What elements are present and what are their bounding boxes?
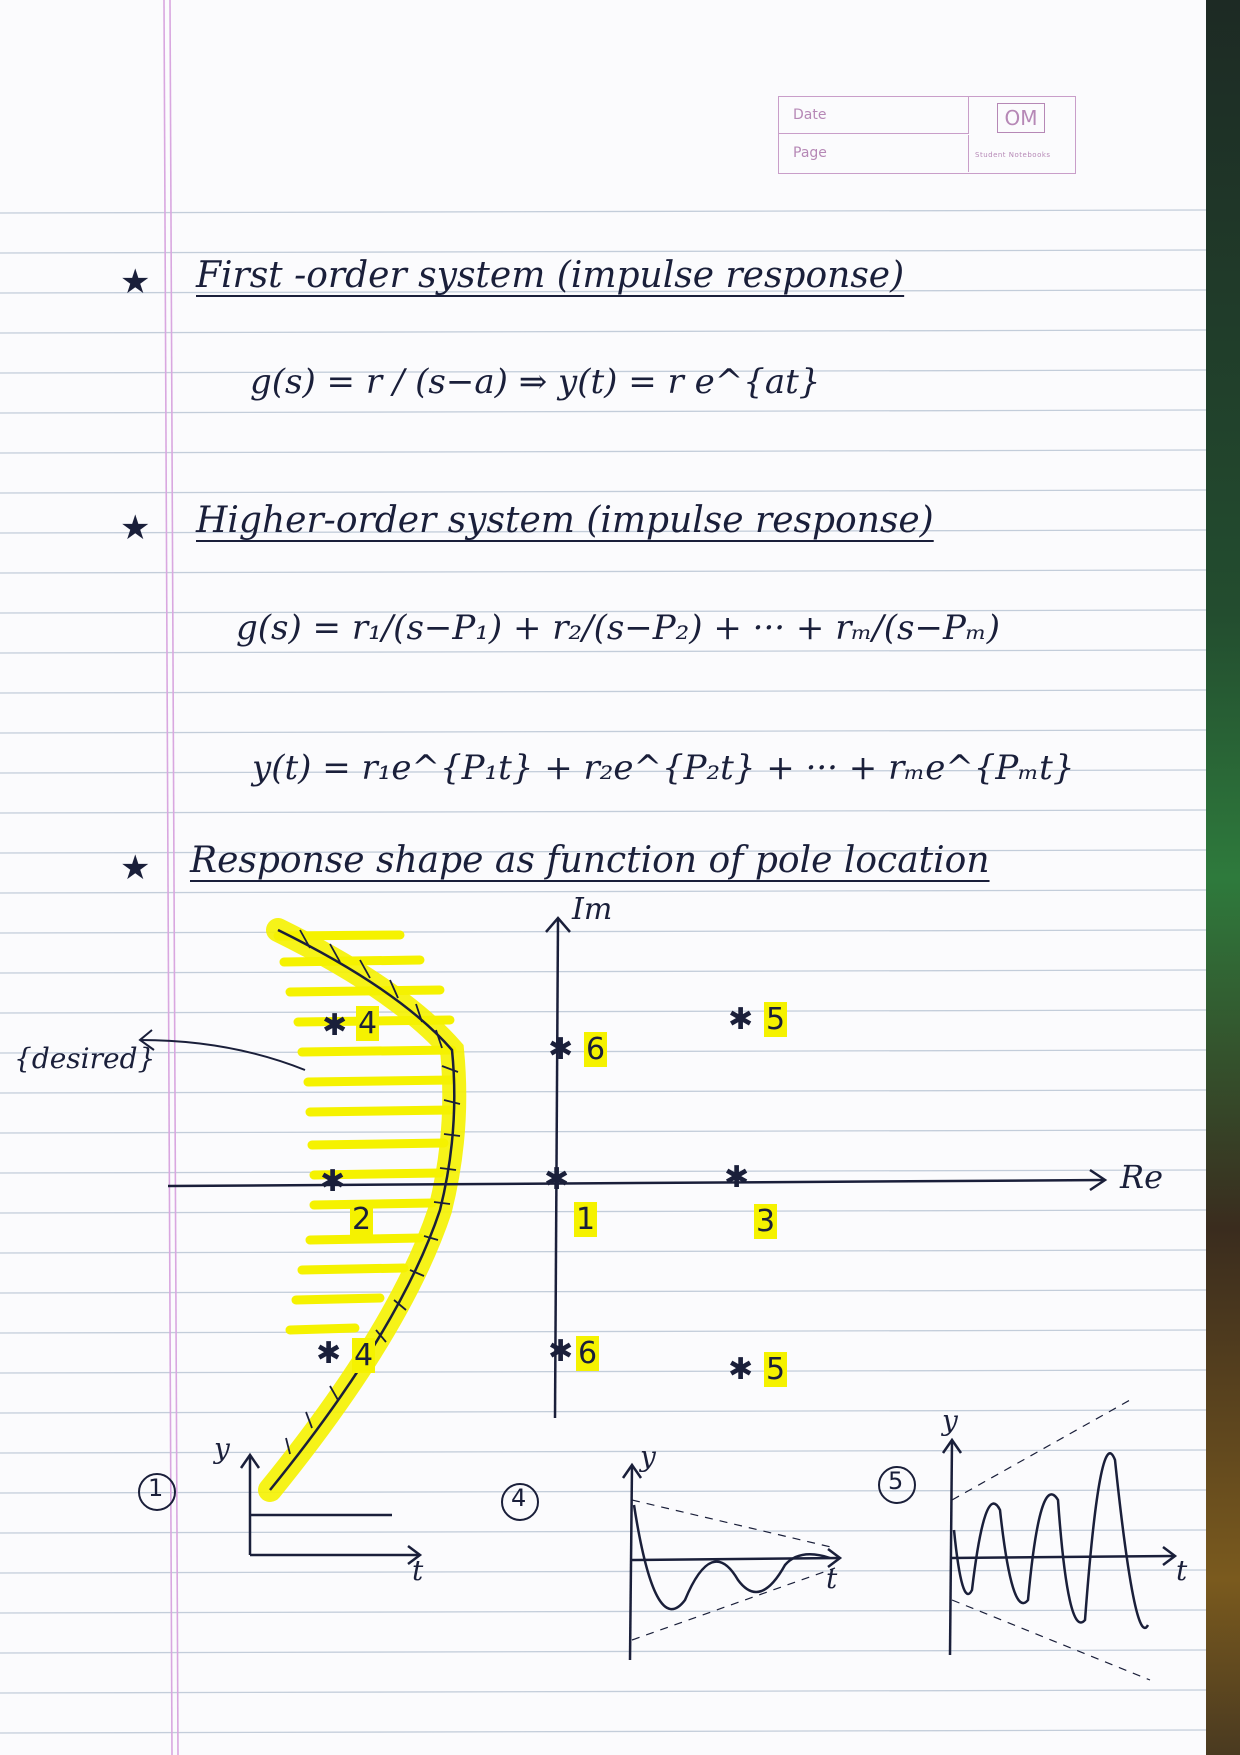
page-label: Page bbox=[779, 135, 969, 172]
equation-higher-order-g: g(s) = r₁/(s−P₁) + r₂/(s−P₂) + ··· + rₘ/… bbox=[236, 608, 1000, 648]
sketch-1-y-label: y bbox=[214, 1432, 230, 1465]
pole-marker: ✱ bbox=[548, 1032, 574, 1067]
sketch-1-t-label: t bbox=[412, 1554, 424, 1587]
sketch-4-axes bbox=[621, 1462, 843, 1661]
desired-region-label: {desired} bbox=[14, 1042, 156, 1075]
pole-label-6: 6 bbox=[576, 1336, 600, 1371]
pole-label-3: 3 bbox=[754, 1204, 778, 1239]
imaginary-axis-label: Im bbox=[572, 892, 613, 927]
heading-higher-order: Higher-order system (impulse response) bbox=[196, 500, 934, 541]
pole-label-6: 6 bbox=[584, 1032, 608, 1067]
sketch-4-tag: 4 bbox=[511, 1484, 527, 1512]
sketch-5-axes bbox=[941, 1437, 1178, 1656]
equation-first-order: g(s) = r / (s−a) ⇒ y(t) = r e^{at} bbox=[250, 362, 821, 402]
pole-label-4: 4 bbox=[352, 1338, 376, 1373]
pole-label-5: 5 bbox=[764, 1352, 788, 1387]
bullet-star-icon: ★ bbox=[120, 508, 151, 548]
desk-background bbox=[1206, 0, 1240, 1755]
brand-caption: Student Notebooks bbox=[975, 151, 1051, 159]
date-page-box: Date Page OM Student Notebooks bbox=[778, 96, 1076, 174]
heading-pole-location: Response shape as function of pole locat… bbox=[190, 840, 990, 881]
pole-marker: ✱ bbox=[728, 1002, 754, 1037]
pole-marker: ✱ bbox=[724, 1160, 750, 1195]
complex-plane-axes bbox=[167, 916, 1108, 1419]
sketch-4-t-label: t bbox=[826, 1562, 838, 1595]
real-axis-label: Re bbox=[1120, 1158, 1164, 1196]
sketch-5-tag: 5 bbox=[888, 1467, 904, 1495]
pole-marker: ✱ bbox=[316, 1336, 342, 1371]
pole-label-1: 1 bbox=[574, 1202, 598, 1237]
desired-region-highlight bbox=[273, 930, 457, 1335]
pole-label-4: 4 bbox=[356, 1006, 380, 1041]
brand-logo: OM bbox=[997, 103, 1045, 133]
bullet-star-icon: ★ bbox=[120, 848, 151, 888]
bullet-star-icon: ★ bbox=[120, 262, 151, 302]
sketch-4-y-label: y bbox=[640, 1440, 656, 1473]
pole-label-2: 2 bbox=[350, 1202, 374, 1237]
sketch-5-y-label: y bbox=[942, 1404, 958, 1437]
sketch-1-axes bbox=[239, 1452, 423, 1565]
pole-marker: ✱ bbox=[544, 1162, 570, 1197]
sketch-1-tag: 1 bbox=[148, 1474, 164, 1502]
equation-higher-order-y: y(t) = r₁e^{P₁t} + r₂e^{P₂t} + ··· + rₘe… bbox=[252, 748, 1075, 788]
sketch-5-t-label: t bbox=[1176, 1554, 1188, 1587]
boundary-hatching bbox=[285, 929, 461, 1455]
pole-marker: ✱ bbox=[548, 1334, 574, 1369]
pole-marker: ✱ bbox=[728, 1352, 754, 1387]
pole-marker: ✱ bbox=[320, 1164, 346, 1199]
pole-marker: ✱ bbox=[322, 1008, 348, 1043]
pole-label-5: 5 bbox=[764, 1002, 788, 1037]
date-label: Date bbox=[779, 97, 969, 134]
ruled-lines bbox=[0, 0, 1206, 1755]
notebook-page: Date Page OM Student Notebooks ★ First -… bbox=[0, 0, 1206, 1755]
pole-zero-diagram bbox=[138, 916, 1178, 1681]
heading-first-order: First -order system (impulse response) bbox=[196, 255, 905, 296]
